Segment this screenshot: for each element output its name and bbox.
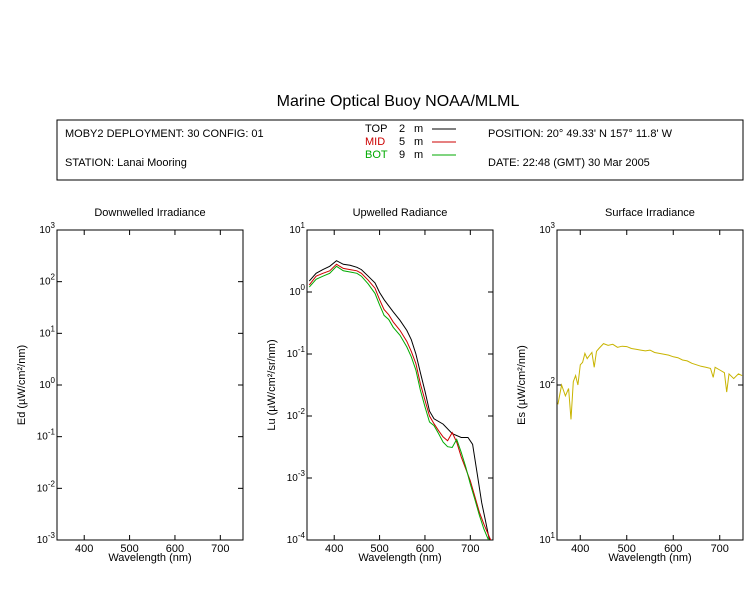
- y-tick-label: 102: [539, 376, 555, 391]
- y-axis-label: Ed (µW/cm²/nm): [16, 345, 28, 425]
- x-tick-label: 500: [120, 543, 138, 555]
- legend-depth: 9: [399, 149, 405, 161]
- legend-unit: m: [414, 149, 423, 161]
- y-tick-label: 10-4: [287, 531, 306, 546]
- panel-downwelled-irradiance: Downwelled Irradiance 400 500 600 700 Wavelen…: [16, 207, 244, 564]
- series-line-mid: [308, 263, 492, 540]
- legend-unit: m: [414, 136, 423, 148]
- legend-depth: 5: [399, 136, 405, 148]
- x-tick-label: 500: [618, 543, 636, 555]
- y-tick-label: 10-2: [287, 407, 306, 422]
- y-tick-label: 10-1: [37, 428, 56, 443]
- date-text: DATE: 22:48 (GMT) 30 Mar 2005: [488, 157, 650, 169]
- series-line-bot: [308, 265, 489, 540]
- y-axis-label: Es (µW/cm²/nm): [516, 345, 528, 425]
- x-tick-label: 700: [711, 543, 729, 555]
- x-tick-label: 600: [664, 543, 682, 555]
- legend-depth: 2: [399, 123, 405, 135]
- info-box: [56, 119, 744, 181]
- y-tick-label: 101: [39, 324, 55, 339]
- legend-label: MID: [365, 136, 385, 148]
- y-tick-label: 10-3: [287, 469, 306, 484]
- panel-surface-irradiance: Surface Irradiance 400 500 600 700 Wavelength…: [516, 207, 744, 564]
- panel-title: Downwelled Irradiance: [94, 207, 205, 219]
- y-tick-label: 102: [39, 273, 55, 288]
- y-tick-label: 101: [289, 221, 305, 236]
- panel-title: Surface Irradiance: [605, 207, 695, 219]
- x-tick-label: 500: [370, 543, 388, 555]
- position-text: POSITION: 20° 49.33' N 157° 11.8' W: [488, 128, 673, 140]
- legend-unit: m: [414, 123, 423, 135]
- y-tick-label: 103: [539, 221, 555, 236]
- y-tick-label: 10-1: [287, 345, 306, 360]
- y-tick-label: 10-3: [37, 531, 56, 546]
- x-tick-label: 400: [325, 543, 343, 555]
- plot-frame: [556, 229, 744, 541]
- y-tick-label: 10-2: [37, 479, 56, 494]
- y-tick-label: 103: [39, 221, 55, 236]
- legend-label: TOP: [365, 123, 387, 135]
- series-line-top: [308, 260, 493, 540]
- series-line-es: [557, 343, 743, 420]
- plot-frame: [56, 229, 244, 541]
- x-axis-label: Wavelength (nm): [608, 552, 691, 564]
- y-tick-label: 101: [539, 531, 555, 546]
- legend-label: BOT: [365, 149, 388, 161]
- y-tick-label: 100: [289, 283, 305, 298]
- main-title: Marine Optical Buoy NOAA/MLML: [277, 93, 520, 110]
- plot-frame: [306, 229, 494, 541]
- x-tick-label: 600: [416, 543, 434, 555]
- y-tick-label: 100: [39, 376, 55, 391]
- x-tick-label: 400: [75, 543, 93, 555]
- x-tick-label: 400: [571, 543, 589, 555]
- x-tick-label: 700: [211, 543, 229, 555]
- panel-title: Upwelled Radiance: [353, 207, 448, 219]
- deployment-text: MOBY2 DEPLOYMENT: 30 CONFIG: 01: [65, 128, 264, 140]
- x-tick-label: 700: [461, 543, 479, 555]
- panel-upwelled-radiance: Upwelled Radiance 400 500 600 700 Wavelength …: [266, 207, 494, 564]
- station-text: STATION: Lanai Mooring: [65, 157, 187, 169]
- y-axis-label: Lu (µW/cm²/sr/nm): [266, 339, 278, 430]
- x-tick-label: 600: [166, 543, 184, 555]
- x-axis-label: Wavelength (nm): [108, 552, 191, 564]
- x-axis-label: Wavelength (nm): [358, 552, 441, 564]
